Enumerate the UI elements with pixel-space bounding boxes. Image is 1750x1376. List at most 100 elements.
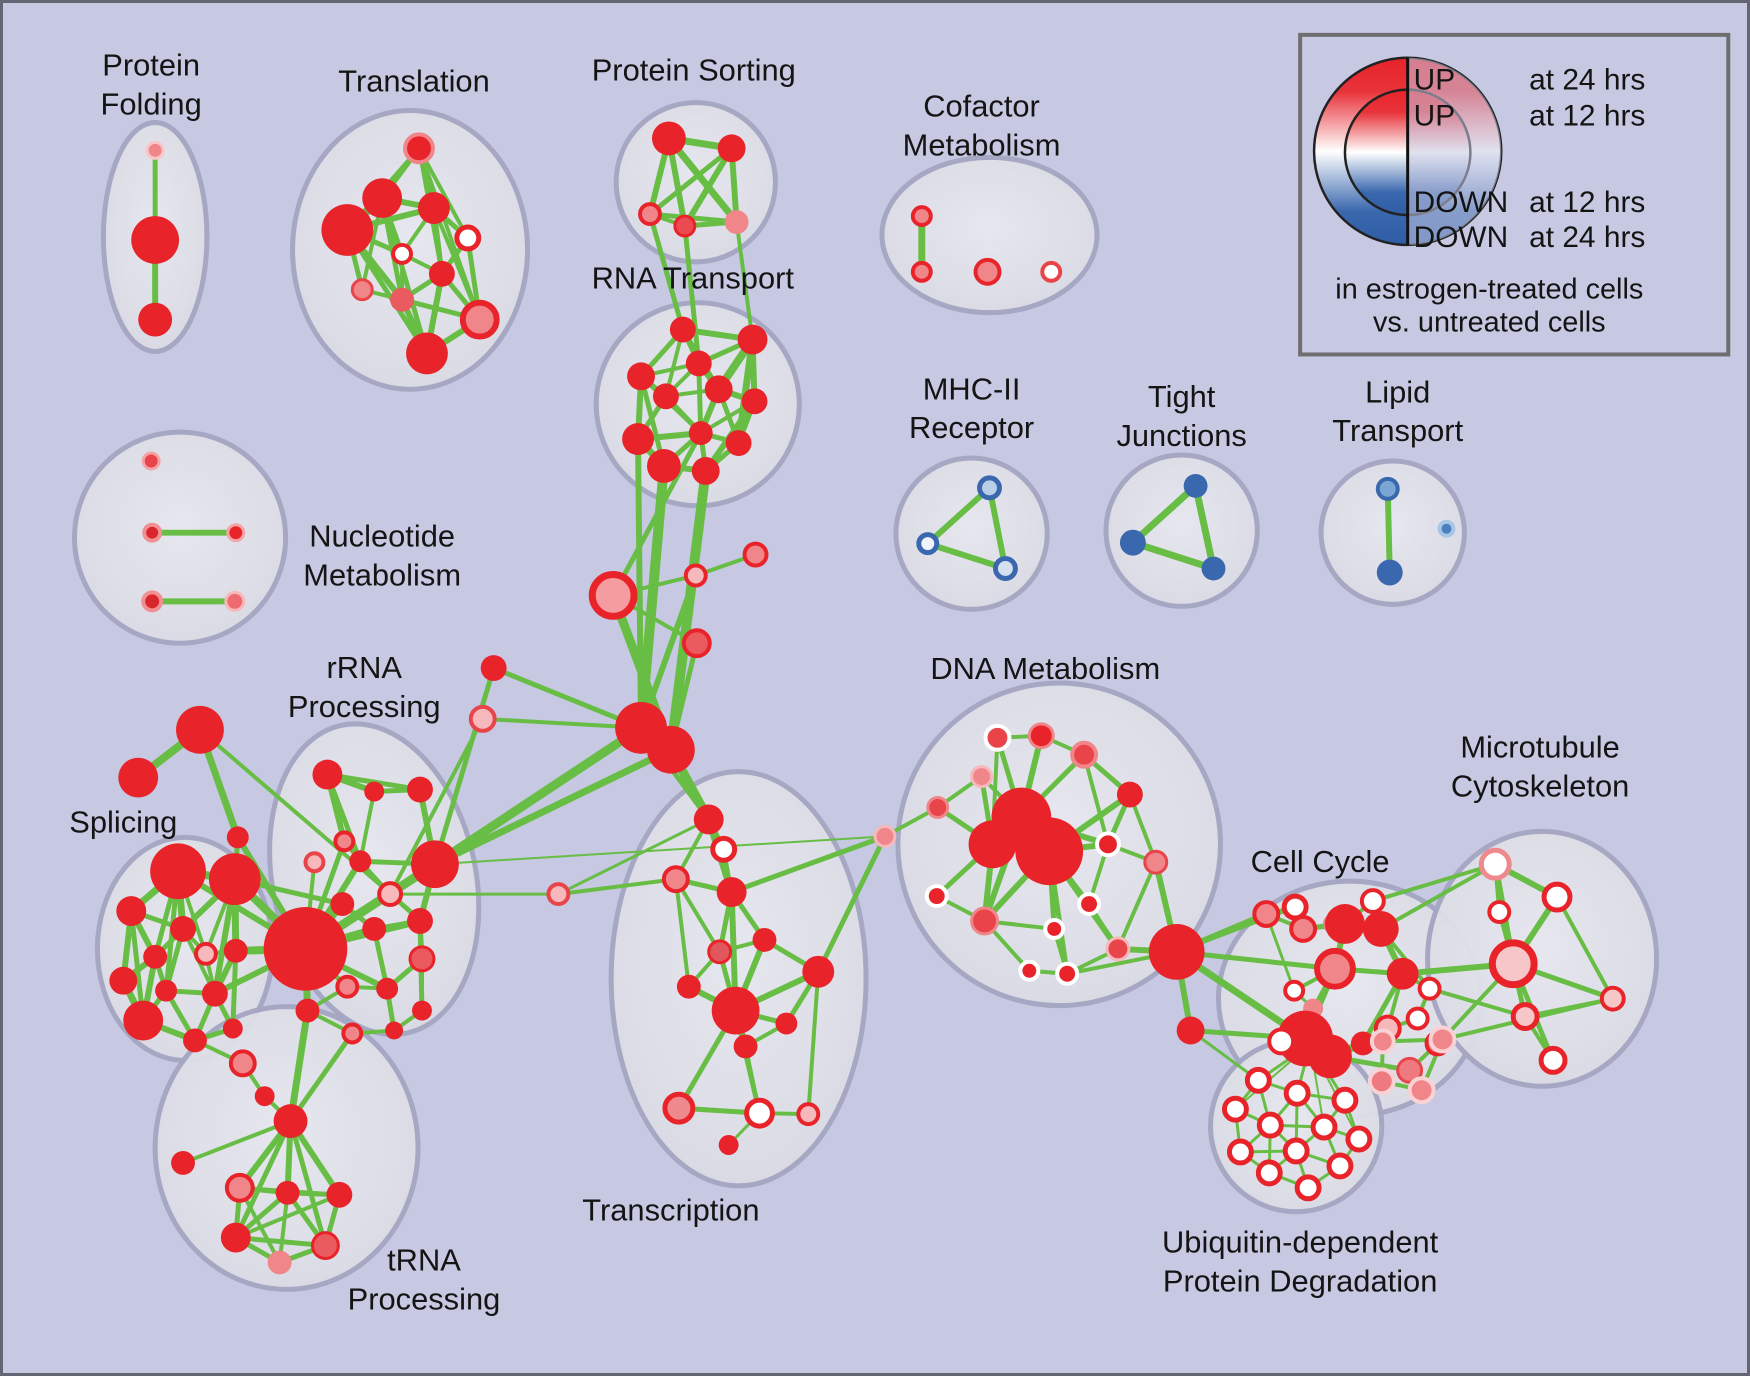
legend: UP at 24 hrs UP at 12 hrs DOWN at 12 hrs…	[1298, 32, 1731, 357]
cluster-connectors-node	[681, 628, 712, 659]
cluster-rrna-processing-node	[364, 781, 385, 802]
legend-down-12-label: DOWN	[1414, 186, 1509, 219]
cluster-cell-cycle-node	[1417, 976, 1442, 1001]
cluster-cell-cycle-node	[1350, 1031, 1375, 1056]
cluster-dna-metabolism-node	[1055, 961, 1080, 986]
network-link	[430, 723, 646, 869]
cluster-rrna-processing-node	[333, 830, 356, 853]
cluster-rrna-processing-label: rRNA	[327, 650, 403, 685]
cluster-tight-junctions-node	[1183, 473, 1208, 498]
cluster-connectors-node	[226, 826, 249, 849]
cluster-transcription-edge	[673, 877, 691, 989]
legend-up-24-time: at 24 hrs	[1529, 64, 1645, 97]
cluster-splicing-node	[143, 944, 168, 969]
cluster-connectors-node	[546, 882, 571, 907]
cluster-rna-transport-node	[741, 388, 768, 415]
cluster-rrna-processing-node	[312, 759, 343, 790]
cluster-ubiquitin-degradation-node	[1345, 1125, 1373, 1153]
cluster-connectors-node	[118, 757, 159, 798]
cluster-protein-folding-label: Folding	[101, 87, 202, 122]
legend-up-12-time: at 12 hrs	[1529, 99, 1645, 132]
network-link	[480, 716, 644, 730]
cluster-dna-metabolism-node	[1043, 917, 1066, 940]
cluster-mhc-ii-receptor-node	[977, 475, 1002, 501]
cluster-splicing-node	[223, 938, 248, 963]
cluster-connectors-node	[742, 541, 769, 568]
cluster-trna-processing-label: Processing	[348, 1281, 501, 1316]
cluster-rna-transport-node	[704, 375, 733, 404]
cluster-splicing-label: Splicing	[69, 804, 177, 839]
cluster-lipid-transport-label: Lipid	[1365, 374, 1430, 409]
cluster-translation-node	[459, 299, 500, 340]
cluster-rrna-processing-node	[362, 916, 387, 941]
cluster-cofactor-metabolism-ellipse	[879, 154, 1100, 316]
cluster-rrna-processing-node	[411, 840, 459, 889]
cluster-trna-processing-label: tRNA	[387, 1242, 461, 1277]
network-link	[288, 1030, 355, 1124]
cluster-dna-metabolism-node	[1095, 831, 1121, 858]
cluster-tight-junctions-edge	[1129, 539, 1218, 573]
network-link	[432, 665, 497, 867]
cluster-ubiquitin-degradation-label: Protein Degradation	[1163, 1263, 1437, 1298]
cluster-translation-node	[390, 287, 415, 312]
cluster-transcription-node	[662, 1091, 696, 1125]
cluster-microtubule-cytoskeleton-node	[1488, 939, 1538, 989]
cluster-cofactor-metabolism-node	[1040, 260, 1063, 283]
cluster-protein-sorting-edge	[681, 145, 735, 230]
cluster-mhc-ii-receptor-edge	[986, 484, 1009, 572]
cluster-ubiquitin-degradation-node	[1282, 1137, 1310, 1165]
cluster-mhc-ii-receptor-label: MHC-II	[923, 371, 1021, 406]
cluster-ubiquitin-degradation-node	[1256, 1111, 1284, 1139]
cluster-rrna-processing-edge	[358, 789, 377, 864]
cluster-trna-processing-edge	[233, 1235, 328, 1249]
cluster-microtubule-cytoskeleton-label: Cytoskeleton	[1451, 769, 1629, 804]
cluster-cell-cycle-node	[1362, 911, 1399, 947]
cluster-dna-metabolism-node	[924, 884, 949, 909]
cluster-transcription-node	[802, 955, 835, 988]
cluster-protein-folding-node	[145, 140, 165, 160]
cluster-tight-junctions-edge	[1129, 482, 1200, 547]
cluster-rrna-processing-node	[385, 1021, 404, 1040]
cluster-dna-metabolism-node	[873, 824, 897, 848]
cluster-cofactor-metabolism-node	[973, 257, 1002, 286]
cluster-tight-junctions-label: Tight	[1148, 379, 1216, 414]
cluster-rrna-processing-node	[341, 1022, 364, 1045]
cluster-rrna-processing-node	[303, 851, 326, 874]
cluster-translation-node	[403, 132, 435, 165]
cluster-nucleotide-metabolism-node	[141, 451, 161, 471]
cluster-microtubule-cytoskeleton-label: Microtubule	[1460, 730, 1620, 765]
network-link	[815, 833, 888, 975]
legend-down-24-label: DOWN	[1414, 221, 1509, 254]
cluster-transcription-node	[676, 974, 701, 999]
cluster-nucleotide-metabolism-label: Metabolism	[303, 557, 461, 592]
network-figure: Protein Folding Translation Protein Sorting…	[3, 3, 1747, 1373]
cluster-trna-processing-node	[220, 1222, 251, 1253]
cluster-protein-sorting-edge	[665, 134, 741, 226]
cluster-cell-cycle-node	[1405, 1006, 1430, 1031]
cluster-protein-sorting-node	[638, 202, 662, 227]
cluster-transcription-edge	[806, 969, 821, 1117]
cluster-cell-cycle-node	[1252, 900, 1281, 928]
cluster-rrna-processing-node	[407, 776, 433, 803]
cluster-splicing-node	[193, 941, 218, 966]
cluster-rrna-processing-edge	[324, 772, 363, 864]
cluster-trna-processing-node	[254, 1086, 275, 1107]
cluster-dna-metabolism-edge	[1082, 752, 1110, 847]
cluster-microtubule-cytoskeleton-node	[1487, 900, 1512, 924]
cluster-cell-cycle-node	[1386, 957, 1419, 990]
cluster-ubiquitin-degradation-node	[1255, 1159, 1283, 1187]
cluster-splicing-node	[116, 896, 147, 926]
cluster-dna-metabolism-node	[926, 796, 950, 819]
cluster-splicing-node	[170, 916, 196, 942]
cluster-trna-processing-edge	[233, 1192, 342, 1240]
cluster-protein-folding-node	[131, 216, 180, 264]
network-link	[610, 430, 704, 598]
cluster-tight-junctions-label: Junctions	[1116, 418, 1246, 453]
cluster-dna-metabolism-node	[1105, 936, 1131, 962]
cluster-rrna-processing-node	[263, 907, 348, 991]
network-link	[433, 835, 886, 866]
cluster-transcription-node	[711, 986, 760, 1035]
cluster-rrna-processing-node	[412, 1000, 432, 1021]
cluster-connectors-node	[480, 655, 507, 682]
cluster-ubiquitin-degradation-node	[1310, 1113, 1338, 1141]
